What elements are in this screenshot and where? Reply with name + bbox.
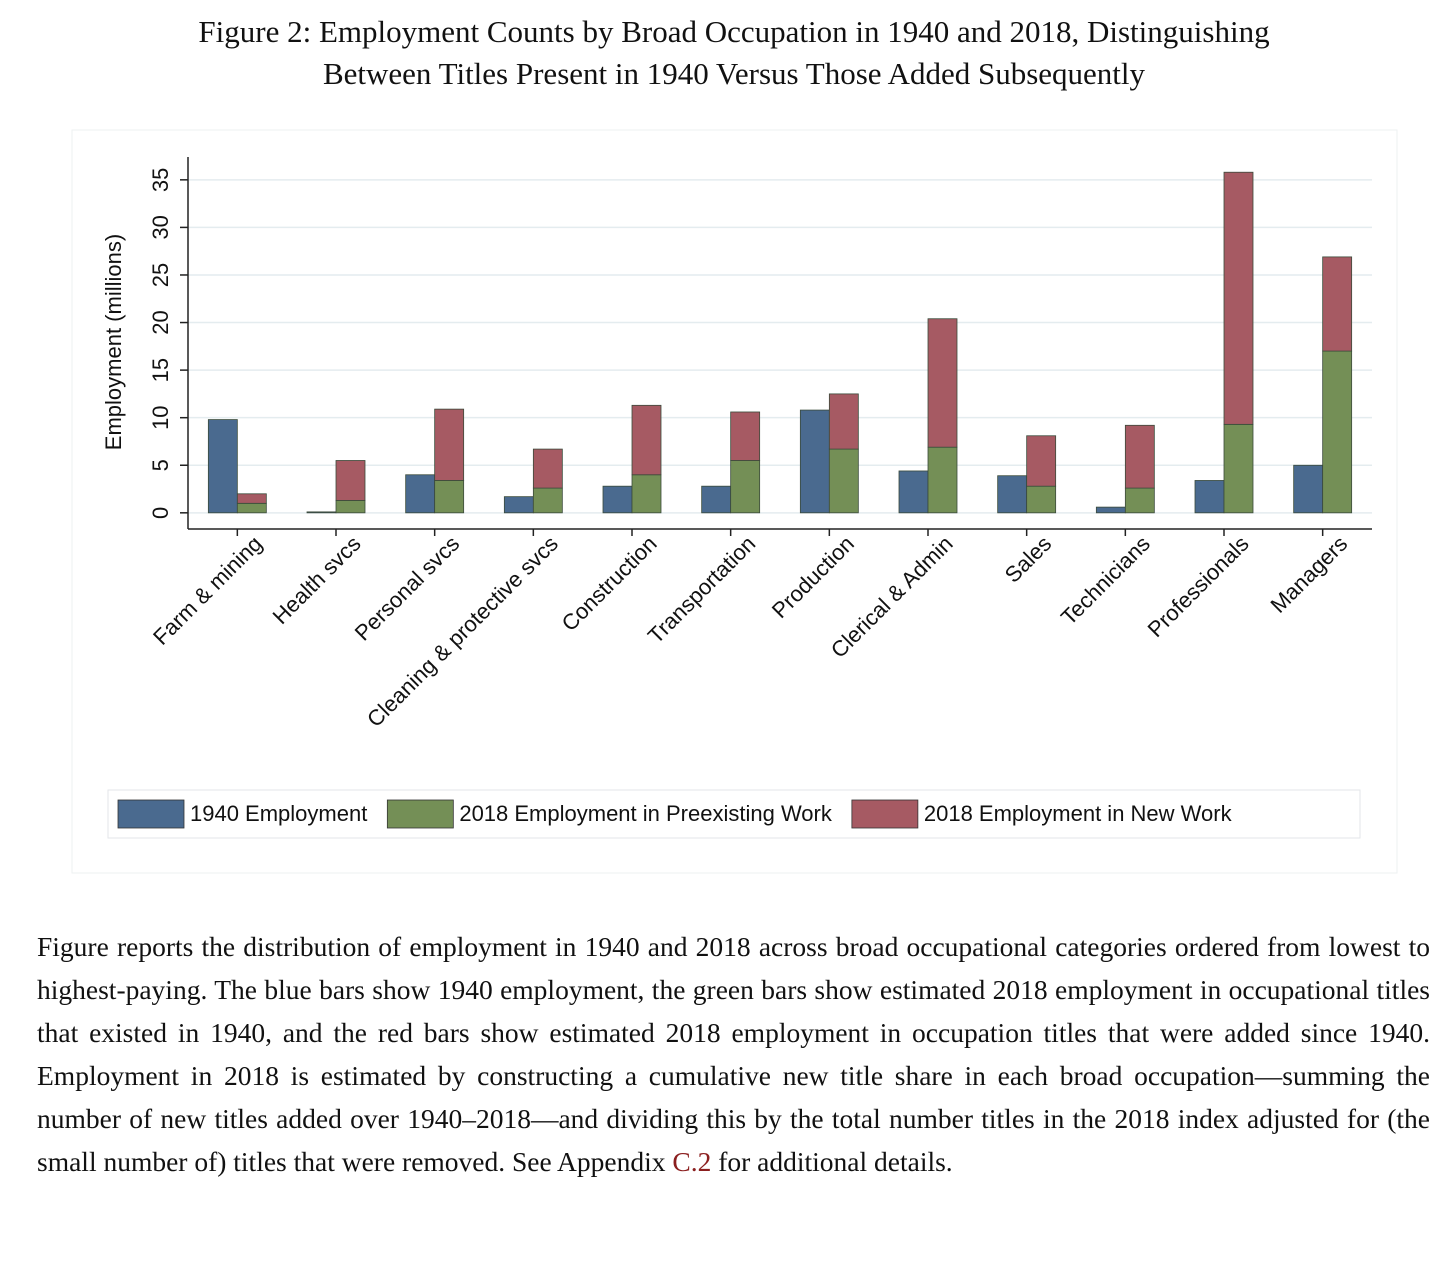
bar: [207, 419, 238, 514]
legend-label: 2018 Employment in Preexisting Work: [459, 801, 833, 826]
bar: [1223, 171, 1254, 425]
y-tick-label: 25: [148, 263, 173, 287]
bar: [898, 470, 929, 514]
bar: [701, 485, 732, 514]
bar: [434, 408, 465, 481]
bar: [306, 511, 337, 514]
chart-title: Figure 2: Employment Counts by Broad Occ…: [198, 14, 1269, 49]
legend-label: 1940 Employment: [190, 801, 367, 826]
chart-title: Between Titles Present in 1940 Versus Th…: [323, 56, 1146, 91]
bar: [730, 411, 761, 461]
y-tick-label: 5: [148, 459, 173, 471]
bar: [1124, 487, 1155, 514]
bar: [730, 460, 761, 514]
y-tick-label: 10: [148, 405, 173, 429]
legend-box: [107, 789, 1361, 839]
bar: [799, 409, 830, 514]
bar: [1223, 423, 1254, 514]
chart: Figure 2: Employment Counts by Broad Occ…: [71, 14, 1398, 874]
y-tick-label: 30: [148, 215, 173, 239]
bar: [405, 474, 436, 514]
y-tick-label: 20: [148, 310, 173, 334]
bar: [503, 496, 534, 514]
bar: [434, 480, 465, 514]
bar: [1026, 435, 1057, 487]
y-axis-label: Employment (millions): [101, 234, 126, 450]
bar: [927, 318, 958, 448]
bar: [1194, 480, 1225, 514]
bar: [631, 474, 662, 514]
legend-swatch: [386, 799, 454, 829]
caption-text: Figure reports the distribution of emplo…: [37, 931, 1430, 1177]
appendix-link[interactable]: C.2: [672, 1146, 712, 1177]
bar: [1293, 464, 1324, 514]
bar: [1026, 485, 1057, 514]
bar: [828, 448, 859, 514]
bar: [335, 500, 366, 514]
y-tick-label: 0: [148, 507, 173, 519]
bar: [335, 460, 366, 501]
y-tick-label: 15: [148, 358, 173, 382]
bar: [236, 493, 267, 504]
bar: [1322, 350, 1353, 514]
bar: [828, 393, 859, 450]
bar: [1322, 256, 1353, 352]
bar: [532, 487, 563, 514]
legend-swatch: [117, 799, 185, 829]
caption-text: for additional details.: [718, 1146, 953, 1177]
bar: [1124, 424, 1155, 489]
caption: Figure reports the distribution of emplo…: [37, 925, 1430, 1183]
y-tick-label: 35: [148, 168, 173, 192]
bar: [631, 404, 662, 476]
legend-swatch: [851, 799, 919, 829]
bar: [997, 475, 1028, 514]
bar: [1095, 506, 1126, 514]
bar: [927, 446, 958, 514]
legend-label: 2018 Employment in New Work: [924, 801, 1233, 826]
bar: [236, 502, 267, 514]
bar: [532, 448, 563, 489]
bar: [602, 485, 633, 514]
